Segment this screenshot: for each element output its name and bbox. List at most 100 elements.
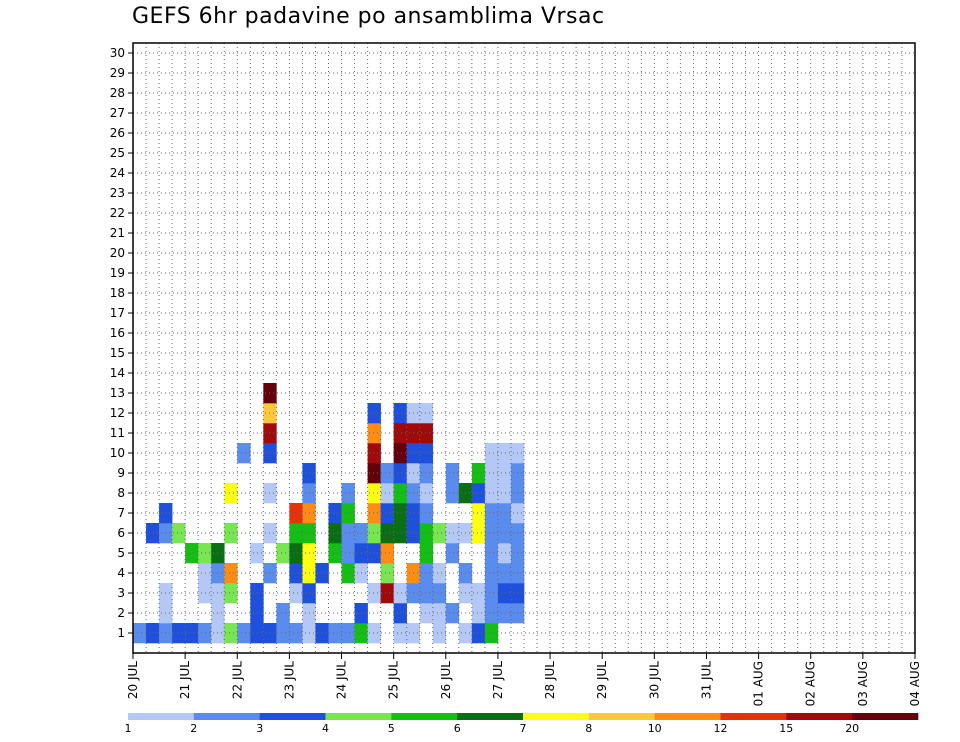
y-tick-label: 3 [117, 586, 125, 600]
heatmap-cell [393, 403, 407, 424]
heatmap-cell [484, 463, 499, 484]
y-tick-label: 11 [110, 426, 125, 440]
x-tick-label: 03 AUG [856, 661, 870, 706]
heatmap-cell [250, 603, 264, 624]
y-tick-label: 25 [110, 146, 125, 160]
heatmap-cell [380, 463, 394, 484]
heatmap-cell [419, 603, 434, 624]
heatmap-cell [146, 523, 160, 544]
x-tick-label: 30 JUL [647, 661, 661, 699]
heatmap-cell [328, 623, 342, 644]
heatmap-cell [328, 503, 342, 524]
colorbar-swatch [654, 713, 721, 720]
y-tick-label: 7 [117, 506, 125, 520]
heatmap-cell [419, 443, 434, 464]
x-tick-label: 26 JUL [439, 661, 453, 699]
y-tick-label: 18 [110, 286, 125, 300]
y-tick-label: 15 [110, 346, 125, 360]
heatmap-cell [380, 503, 394, 524]
x-tick-label: 28 JUL [543, 661, 557, 699]
y-tick-label: 5 [117, 546, 125, 560]
y-tick-label: 10 [110, 446, 125, 460]
heatmap-cell [198, 563, 212, 584]
heatmap-cell [289, 623, 303, 644]
colorbar-label: 6 [454, 722, 461, 735]
colorbar-swatch [457, 713, 524, 720]
heatmap-cell [250, 583, 264, 604]
heatmap-cell [445, 463, 460, 484]
heatmap-cell [341, 623, 355, 644]
heatmap-cell [367, 443, 381, 464]
colorbar-label: 1 [125, 722, 132, 735]
heatmap-cell [367, 503, 381, 524]
colorbar-swatch [259, 713, 326, 720]
heatmap-cell [497, 583, 512, 604]
heatmap-cell [224, 583, 238, 604]
heatmap-cell [471, 583, 486, 604]
heatmap-cell [393, 623, 407, 644]
heatmap-cell [224, 483, 238, 504]
colorbar-swatch [193, 713, 260, 720]
heatmap-cell [419, 463, 434, 484]
heatmap-cell [185, 543, 199, 564]
y-tick-label: 21 [110, 226, 125, 240]
heatmap-cell [419, 523, 434, 544]
y-tick-label: 2 [117, 606, 125, 620]
x-tick-label: 22 JUL [230, 661, 244, 699]
heatmap-cell [419, 403, 434, 424]
heatmap-cell [445, 603, 460, 624]
heatmap-cell [315, 563, 329, 584]
y-tick-label: 26 [110, 126, 125, 140]
heatmap-cell [484, 623, 499, 644]
heatmap-cell [393, 523, 407, 544]
heatmap-cell [419, 543, 434, 564]
heatmap-cell [328, 523, 342, 544]
chart-title: GEFS 6hr padavine po ansamblima Vrsac [132, 4, 605, 29]
heatmap-cell [432, 583, 447, 604]
heatmap-cell [471, 523, 486, 544]
heatmap-cell [250, 623, 264, 644]
heatmap-cell [419, 583, 434, 604]
heatmap-cell [432, 623, 447, 644]
heatmap-cell [367, 483, 381, 504]
heatmap-cell [276, 623, 290, 644]
y-tick-label: 4 [117, 566, 125, 580]
heatmap-cell [471, 603, 486, 624]
heatmap-cell [172, 523, 186, 544]
heatmap-cell [276, 603, 290, 624]
y-tick-label: 20 [110, 246, 125, 260]
heatmap-cell [393, 483, 407, 504]
heatmap-cell [471, 503, 486, 524]
colorbar-swatch [391, 713, 458, 720]
heatmap-cell [341, 543, 355, 564]
heatmap-cell [289, 563, 303, 584]
colorbar-label: 8 [585, 722, 592, 735]
heatmap-cell [419, 503, 434, 524]
heatmap-cell [185, 623, 199, 644]
colorbar-swatch [852, 713, 919, 720]
heatmap-cell [367, 543, 381, 564]
x-tick-label: 04 AUG [908, 661, 922, 706]
heatmap-cell [341, 523, 355, 544]
y-tick-label: 16 [110, 326, 125, 340]
colorbar-swatch [325, 713, 392, 720]
heatmap-cell [497, 443, 512, 464]
y-tick-label: 17 [110, 306, 125, 320]
y-tick-label: 8 [117, 486, 125, 500]
colorbar-label: 7 [520, 722, 527, 735]
heatmap-cell [315, 623, 329, 644]
heatmap-cell [484, 503, 499, 524]
heatmap-cell [237, 443, 251, 464]
y-tick-label: 23 [110, 186, 125, 200]
heatmap-cell [484, 483, 499, 504]
y-tick-label: 9 [117, 466, 125, 480]
colorbar-swatch [720, 713, 787, 720]
colorbar-swatch [128, 713, 195, 720]
heatmap-cell [484, 603, 499, 624]
heatmap-cell [341, 483, 355, 504]
colorbar-label: 3 [256, 722, 263, 735]
heatmap-cell [367, 423, 381, 444]
x-tick-label: 20 JUL [126, 661, 140, 699]
y-tick-label: 13 [110, 386, 125, 400]
heatmap-cell [419, 563, 434, 584]
